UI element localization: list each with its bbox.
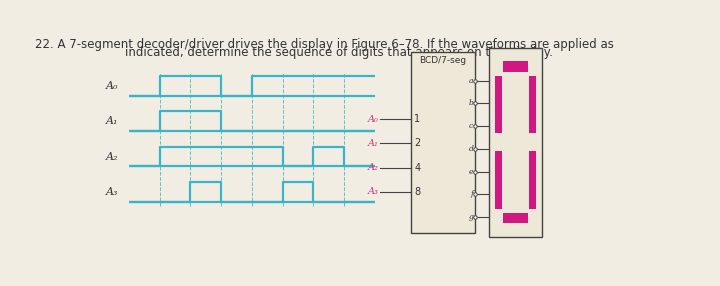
Text: A₁: A₁ — [105, 116, 118, 126]
Text: 2: 2 — [414, 138, 420, 148]
Text: A₀: A₀ — [368, 115, 379, 124]
Text: 4: 4 — [414, 162, 420, 172]
Bar — [495, 151, 502, 209]
Text: A₀: A₀ — [105, 81, 118, 91]
Bar — [495, 76, 502, 133]
Bar — [503, 213, 528, 223]
Text: 1: 1 — [414, 114, 420, 124]
Text: A₂: A₂ — [105, 152, 118, 162]
Text: 8: 8 — [414, 187, 420, 197]
Text: A₂: A₂ — [368, 163, 379, 172]
Text: b: b — [469, 99, 473, 107]
Text: A₃: A₃ — [368, 187, 379, 196]
Text: c: c — [469, 122, 473, 130]
Text: BCD/7-seg: BCD/7-seg — [419, 56, 467, 65]
Text: d: d — [469, 145, 473, 153]
Bar — [529, 151, 536, 209]
Text: e: e — [469, 168, 473, 176]
Text: A₃: A₃ — [105, 187, 118, 197]
Text: A₁: A₁ — [368, 139, 379, 148]
Text: 22. A 7-segment decoder/driver drives the display in Figure 6–78. If the wavefor: 22. A 7-segment decoder/driver drives th… — [35, 38, 613, 51]
Bar — [529, 76, 536, 133]
Text: indicated, determine the sequence of digits that appears on the display.: indicated, determine the sequence of dig… — [96, 46, 553, 59]
Text: a: a — [469, 77, 473, 85]
Bar — [489, 47, 542, 237]
Bar — [411, 52, 475, 233]
Text: f: f — [470, 190, 473, 198]
Text: g: g — [469, 213, 473, 221]
Bar — [503, 61, 528, 72]
